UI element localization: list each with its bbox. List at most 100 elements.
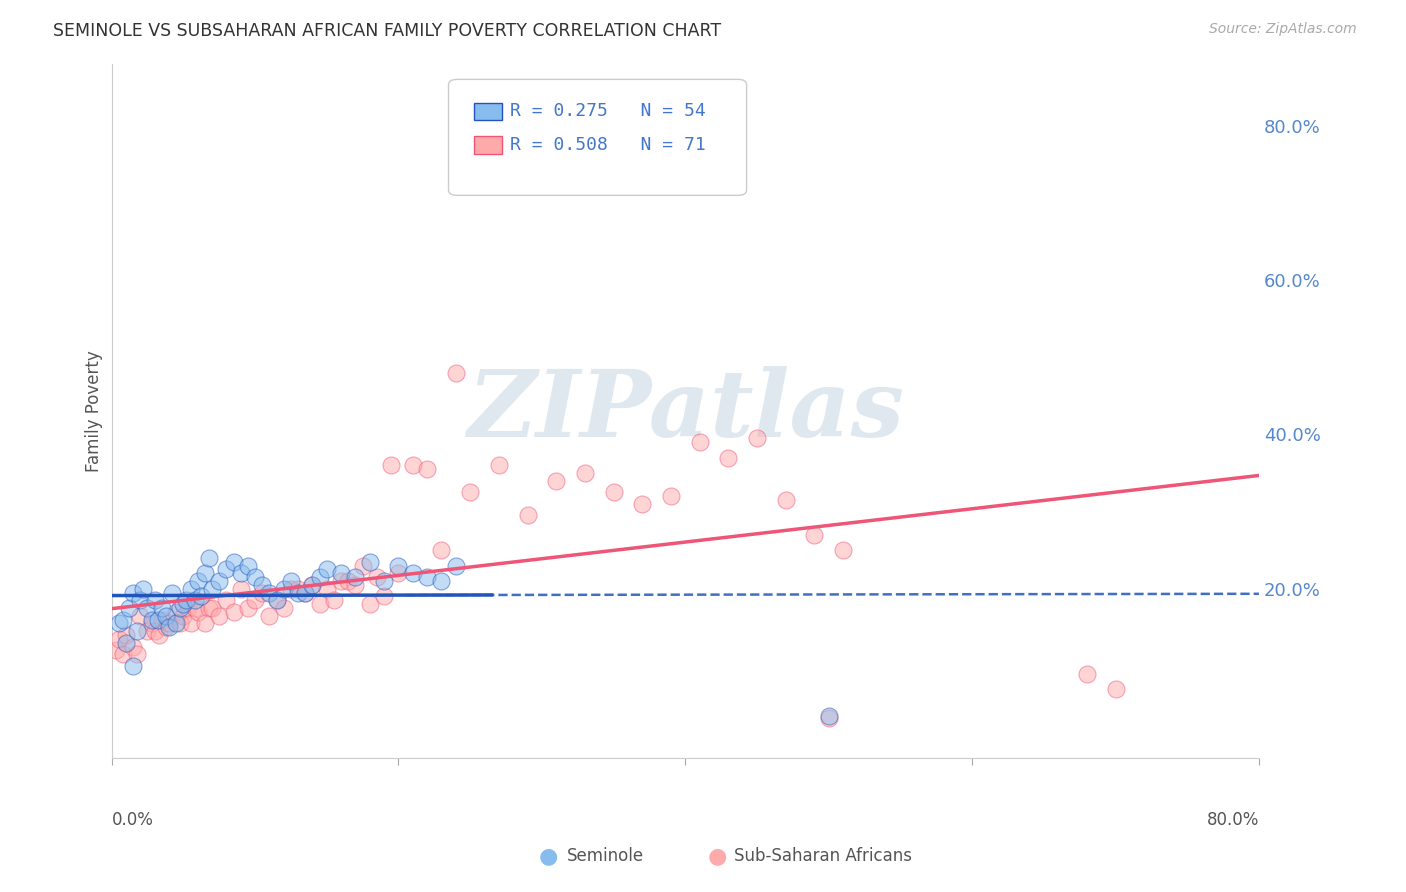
Point — [122, 658, 145, 673]
Point — [184, 601, 207, 615]
Text: Source: ZipAtlas.com: Source: ZipAtlas.com — [1209, 22, 1357, 37]
Point — [1104, 681, 1126, 696]
Point — [236, 601, 259, 615]
Point — [689, 435, 711, 450]
Point — [280, 574, 302, 588]
Point — [352, 558, 374, 573]
Point — [444, 366, 467, 380]
Point — [160, 585, 183, 599]
Point — [148, 628, 170, 642]
Point — [243, 593, 266, 607]
Y-axis label: Family Poverty: Family Poverty — [86, 351, 103, 472]
Point — [150, 613, 173, 627]
Point — [832, 543, 855, 558]
Point — [402, 458, 425, 473]
Point — [745, 431, 768, 445]
Point — [337, 574, 360, 588]
Point — [387, 566, 409, 581]
Point — [129, 593, 152, 607]
Point — [380, 458, 402, 473]
Point — [172, 597, 194, 611]
Point — [294, 585, 316, 599]
Point — [190, 590, 212, 604]
Point — [817, 709, 839, 723]
Point — [208, 608, 231, 623]
Point — [308, 597, 330, 611]
Point — [280, 582, 302, 596]
Point — [243, 570, 266, 584]
Point — [215, 593, 238, 607]
Point — [458, 485, 481, 500]
Point — [416, 462, 439, 476]
Point — [344, 570, 367, 584]
Point — [172, 608, 194, 623]
Point — [803, 527, 825, 541]
Point — [115, 628, 138, 642]
Point — [122, 585, 145, 599]
Point — [208, 574, 231, 588]
Point — [112, 647, 135, 661]
Point — [330, 566, 353, 581]
Point — [373, 574, 395, 588]
Point — [294, 585, 316, 599]
Point — [373, 590, 395, 604]
Text: 80.0%: 80.0% — [1206, 811, 1258, 829]
Point — [444, 558, 467, 573]
Point — [165, 616, 187, 631]
Point — [222, 555, 245, 569]
Text: Seminole: Seminole — [567, 847, 644, 865]
Point — [201, 582, 224, 596]
Point — [157, 620, 180, 634]
Point — [344, 578, 367, 592]
Point — [165, 605, 187, 619]
Point — [301, 578, 323, 592]
Point — [112, 613, 135, 627]
Point — [416, 570, 439, 584]
Point — [602, 485, 624, 500]
Point — [229, 582, 252, 596]
Point — [215, 562, 238, 576]
Point — [179, 582, 201, 596]
Point — [817, 711, 839, 725]
Point — [259, 585, 281, 599]
Point — [184, 593, 207, 607]
Point — [659, 489, 682, 503]
Text: SEMINOLE VS SUBSAHARAN AFRICAN FAMILY POVERTY CORRELATION CHART: SEMINOLE VS SUBSAHARAN AFRICAN FAMILY PO… — [53, 22, 721, 40]
Point — [198, 601, 221, 615]
Point — [187, 574, 209, 588]
Point — [236, 558, 259, 573]
Point — [315, 562, 337, 576]
Text: ZIPatlas: ZIPatlas — [467, 367, 904, 456]
Point — [146, 613, 169, 627]
Point — [136, 624, 159, 639]
Point — [104, 643, 127, 657]
Text: 0.0%: 0.0% — [111, 811, 153, 829]
Point — [430, 543, 453, 558]
Point — [143, 624, 166, 639]
Point — [129, 608, 152, 623]
Point — [198, 550, 221, 565]
Text: R = 0.508   N = 71: R = 0.508 N = 71 — [510, 136, 706, 154]
Point — [141, 616, 163, 631]
Point — [775, 493, 797, 508]
Point — [169, 601, 191, 615]
Point — [201, 601, 224, 615]
Point — [252, 585, 274, 599]
Point — [402, 566, 425, 581]
Point — [266, 593, 288, 607]
Point — [330, 574, 353, 588]
Point — [308, 570, 330, 584]
Point — [150, 601, 173, 615]
Point — [301, 578, 323, 592]
Point — [273, 601, 295, 615]
Point — [179, 616, 201, 631]
Point — [194, 616, 217, 631]
Point — [157, 616, 180, 631]
Point — [155, 608, 177, 623]
Point — [323, 593, 346, 607]
Point — [127, 624, 149, 639]
Point — [488, 458, 510, 473]
Point — [366, 570, 388, 584]
Point — [143, 593, 166, 607]
Point — [387, 558, 409, 573]
